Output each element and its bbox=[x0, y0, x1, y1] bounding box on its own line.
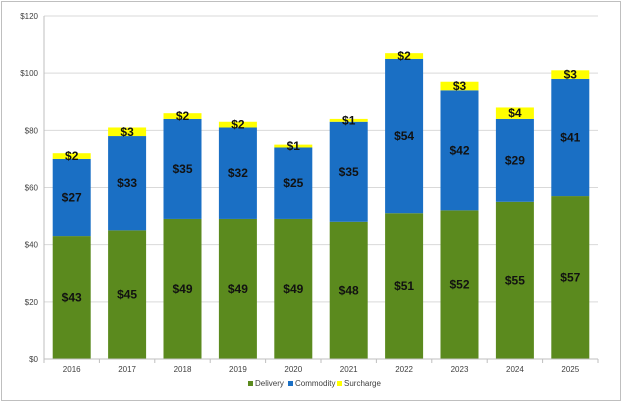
bar-surcharge-2020 bbox=[274, 144, 313, 148]
x-tick-label: 2025 bbox=[561, 365, 579, 374]
legend-label-delivery: Delivery bbox=[255, 379, 284, 388]
y-tick-label: $120 bbox=[20, 12, 38, 21]
legend-label-commodity: Commodity bbox=[295, 379, 335, 388]
data-label-commodity-2021: $35 bbox=[339, 165, 359, 179]
data-label-delivery-2016: $43 bbox=[62, 291, 82, 305]
bar-surcharge-2021 bbox=[329, 118, 368, 122]
x-tick-label: 2021 bbox=[340, 365, 358, 374]
x-tick-label: 2016 bbox=[63, 365, 81, 374]
legend-swatch-delivery bbox=[248, 381, 253, 386]
bar-commodity-2018 bbox=[163, 118, 202, 219]
x-tick-label: 2024 bbox=[506, 365, 524, 374]
bar-surcharge-2024 bbox=[495, 107, 534, 119]
bar-surcharge-2023 bbox=[440, 81, 479, 91]
y-tick-label: $60 bbox=[25, 184, 39, 193]
bar-surcharge-2016 bbox=[52, 153, 91, 159]
data-label-surcharge-2025: $3 bbox=[564, 68, 578, 82]
data-label-surcharge-2019: $2 bbox=[231, 118, 245, 132]
bar-commodity-2020 bbox=[274, 147, 313, 219]
legend-label-surcharge: Surcharge bbox=[344, 379, 381, 388]
data-label-surcharge-2023: $3 bbox=[453, 79, 467, 93]
bar-surcharge-2017 bbox=[108, 127, 147, 137]
y-tick-label: $100 bbox=[20, 69, 38, 78]
bar-delivery-2021 bbox=[329, 221, 368, 359]
bar-delivery-2017 bbox=[108, 230, 147, 359]
data-label-delivery-2021: $48 bbox=[339, 283, 359, 297]
data-label-delivery-2023: $52 bbox=[449, 278, 469, 292]
data-label-surcharge-2018: $2 bbox=[176, 109, 190, 123]
legend: Delivery Commodity Surcharge bbox=[248, 379, 381, 388]
data-label-commodity-2023: $42 bbox=[449, 143, 469, 157]
data-label-surcharge-2024: $4 bbox=[508, 106, 522, 120]
data-label-commodity-2022: $54 bbox=[394, 129, 414, 143]
bar-delivery-2025 bbox=[551, 196, 590, 359]
data-label-delivery-2020: $49 bbox=[283, 282, 303, 296]
x-tick-label: 2019 bbox=[229, 365, 247, 374]
bar-delivery-2020 bbox=[274, 218, 313, 359]
y-tick-label: $40 bbox=[25, 241, 39, 250]
y-tick-label: $0 bbox=[29, 355, 38, 364]
data-label-delivery-2017: $45 bbox=[117, 288, 137, 302]
bar-commodity-2021 bbox=[329, 121, 368, 222]
bar-commodity-2019 bbox=[218, 127, 257, 219]
legend-swatch-surcharge bbox=[337, 381, 342, 386]
data-label-commodity-2025: $41 bbox=[560, 130, 580, 144]
data-label-delivery-2019: $49 bbox=[228, 282, 248, 296]
data-label-surcharge-2022: $2 bbox=[397, 49, 411, 63]
bar-surcharge-2019 bbox=[218, 121, 257, 128]
data-label-surcharge-2021: $1 bbox=[342, 113, 356, 127]
x-tick-label: 2022 bbox=[395, 365, 413, 374]
data-label-delivery-2025: $57 bbox=[560, 271, 580, 285]
data-labels: $43 $27 $2 $45 $33 $3 $49 $35 $2 $49 $32 $2 $49 $25 $1… bbox=[62, 49, 581, 305]
bar-commodity-2023 bbox=[440, 90, 479, 211]
data-label-surcharge-2017: $3 bbox=[120, 125, 134, 139]
legend-swatch-commodity bbox=[288, 381, 293, 386]
bar-delivery-2019 bbox=[218, 218, 257, 359]
bar-delivery-2023 bbox=[440, 210, 479, 359]
data-label-commodity-2016: $27 bbox=[62, 191, 82, 205]
bar-commodity-2024 bbox=[495, 118, 534, 202]
x-tick-label: 2018 bbox=[174, 365, 192, 374]
data-label-delivery-2018: $49 bbox=[172, 282, 192, 296]
bar-commodity-2025 bbox=[551, 78, 590, 197]
bar-surcharge-2018 bbox=[163, 113, 202, 119]
data-label-surcharge-2020: $1 bbox=[287, 139, 301, 153]
data-label-surcharge-2016: $2 bbox=[65, 149, 79, 163]
y-tick-label: $80 bbox=[25, 126, 39, 135]
bar-delivery-2016 bbox=[52, 236, 91, 359]
bar-commodity-2022 bbox=[385, 58, 424, 214]
bar-surcharge-2022 bbox=[385, 53, 424, 59]
data-label-commodity-2017: $33 bbox=[117, 176, 137, 190]
bar-delivery-2022 bbox=[385, 213, 424, 359]
bars bbox=[52, 53, 590, 359]
bar-commodity-2016 bbox=[52, 158, 91, 237]
data-label-commodity-2020: $25 bbox=[283, 176, 303, 190]
bar-commodity-2017 bbox=[108, 136, 147, 231]
x-tick-label: 2020 bbox=[284, 365, 302, 374]
x-tick-label: 2017 bbox=[118, 365, 136, 374]
axes: $0 $20 $40 $60 $80 $100 $120 2016 2017 2018 2019 20… bbox=[20, 12, 599, 374]
bar-delivery-2018 bbox=[163, 218, 202, 359]
x-tick-label: 2023 bbox=[451, 365, 469, 374]
data-label-delivery-2022: $51 bbox=[394, 279, 414, 293]
data-label-delivery-2024: $55 bbox=[505, 273, 525, 287]
bar-surcharge-2025 bbox=[551, 70, 590, 79]
data-label-commodity-2024: $29 bbox=[505, 153, 525, 167]
data-label-commodity-2018: $35 bbox=[172, 162, 192, 176]
data-label-commodity-2019: $32 bbox=[228, 166, 248, 180]
y-tick-label: $20 bbox=[25, 298, 39, 307]
bar-delivery-2024 bbox=[495, 201, 534, 359]
